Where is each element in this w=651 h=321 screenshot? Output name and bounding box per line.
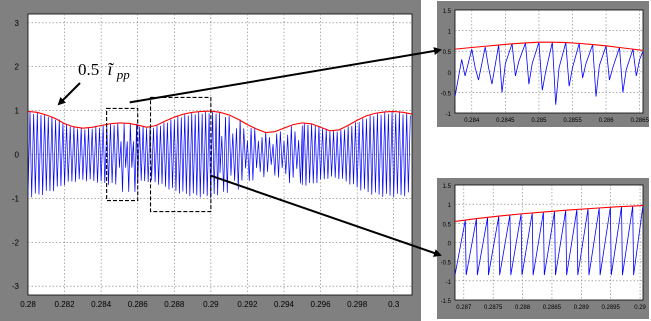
main-x-tick-label: 0.3 <box>388 300 400 309</box>
zoom-top-x-tick-label: 0.284 <box>464 118 480 124</box>
main-x-tick-label: 0.286 <box>128 300 149 309</box>
zoom-bottom-y-tick-label: 1.5 <box>443 184 452 190</box>
zoom-bottom-chart: 0.287 0.2875 0.288 0.2885 0.289 0.2895 0.29 1.5… <box>437 178 649 319</box>
zoom-top-x-tick-label: 0.2855 <box>563 118 582 124</box>
zoom-bottom-x-tick-label: 0.287 <box>456 305 472 311</box>
zoom-bottom-y-tick-label: -0.5 <box>441 261 452 267</box>
main-x-tick-label: 0.296 <box>311 300 332 309</box>
main-x-tick-label: 0.298 <box>347 300 368 309</box>
main-x-tick-label: 0.29 <box>203 300 219 309</box>
zoom-top-y-tick-label: 1 <box>448 30 452 36</box>
connector-to-zoom-bottom <box>210 174 442 257</box>
zoom-bottom-x-tick-label: 0.2895 <box>602 305 621 311</box>
main-zoom-box-2 <box>149 96 212 213</box>
main-y-tick-label: -1 <box>12 194 20 203</box>
main-y-tick-label: 1 <box>15 107 20 116</box>
annotation-arrow <box>57 82 81 106</box>
zoom-top-envelope-line <box>455 41 643 51</box>
zoom-top-y-tick-label: 0.5 <box>443 50 452 56</box>
main-x-tick-label: 0.284 <box>91 300 112 309</box>
zoom-bottom-x-tick-label: 0.2885 <box>543 305 562 311</box>
zoom-bottom-x-tick-label: 0.288 <box>515 305 531 311</box>
zoom-bottom-x-tick-label: 0.2875 <box>484 305 503 311</box>
zoom-top-chart: 0.284 0.2845 0.285 0.2855 0.286 0.2865 1.5 1 0.5… <box>437 1 649 127</box>
zoom-top-plot-area <box>455 41 643 105</box>
main-y-tick-label: -3 <box>12 282 20 291</box>
annotation-subscript: pp <box>116 67 131 82</box>
zoom-bottom-y-tick-label: -1.5 <box>441 299 452 305</box>
main-y-tick-label: 0 <box>15 151 20 160</box>
zoom-bottom-plot-area <box>455 204 643 276</box>
connector-to-zoom-top <box>129 47 442 104</box>
zoom-top-y-tick-label: 1.5 <box>443 9 452 15</box>
zoom-top-x-tick-label: 0.286 <box>599 118 615 124</box>
annotation-symbol: ĩ <box>108 59 115 79</box>
main-chart: 0.28 0.282 0.284 0.286 0.288 0.29 0.292 0.294 0.… <box>0 0 421 321</box>
zoom-bottom-y-tick-label: 1 <box>448 203 452 209</box>
zoom-connectors <box>57 47 442 257</box>
main-x-tick-label: 0.282 <box>55 300 76 309</box>
zoom-top-x-tick-label: 0.285 <box>531 118 547 124</box>
svg-text:0.5 ĩ pp: 0.5 ĩ pp <box>78 59 130 82</box>
zoom-top-x-tick-label: 0.2845 <box>496 118 515 124</box>
zoom-top-axes <box>454 9 644 114</box>
envelope-annotation: 0.5 ĩ pp <box>78 59 130 82</box>
main-plot-area <box>28 110 412 198</box>
zoom-bottom-y-tick-label: 0.5 <box>443 222 452 228</box>
zoom-top-y-tick-label: 0 <box>448 71 452 77</box>
annotation-coefficient: 0.5 <box>78 60 99 79</box>
zoom-bottom-axes <box>454 184 644 301</box>
main-envelope-line <box>28 110 412 134</box>
main-y-tick-label: 2 <box>15 63 20 72</box>
zoom-top-x-tick-label: 0.2865 <box>630 118 649 124</box>
zoom-bottom-x-tick-label: 0.289 <box>574 305 590 311</box>
main-current-line <box>28 111 411 198</box>
main-y-tick-label: -2 <box>12 238 20 247</box>
zoom-bottom-y-tick-label: 0 <box>448 242 452 248</box>
main-x-tick-label: 0.294 <box>274 300 295 309</box>
main-x-tick-label: 0.292 <box>237 300 258 309</box>
zoom-bottom-x-tick-label: 0.29 <box>634 305 646 311</box>
zoom-top-y-tick-label: -0.5 <box>441 91 452 97</box>
main-zoom-box-1 <box>106 107 139 202</box>
main-x-tick-label: 0.28 <box>20 300 36 309</box>
zoom-bottom-current-line <box>455 205 643 276</box>
zoom-bottom-envelope-line <box>455 204 643 222</box>
zoom-top-y-tick-label: -1 <box>446 112 452 118</box>
main-x-tick-label: 0.288 <box>164 300 185 309</box>
zoom-bottom-y-tick-label: -1 <box>446 280 452 286</box>
main-y-tick-label: 3 <box>15 19 20 28</box>
